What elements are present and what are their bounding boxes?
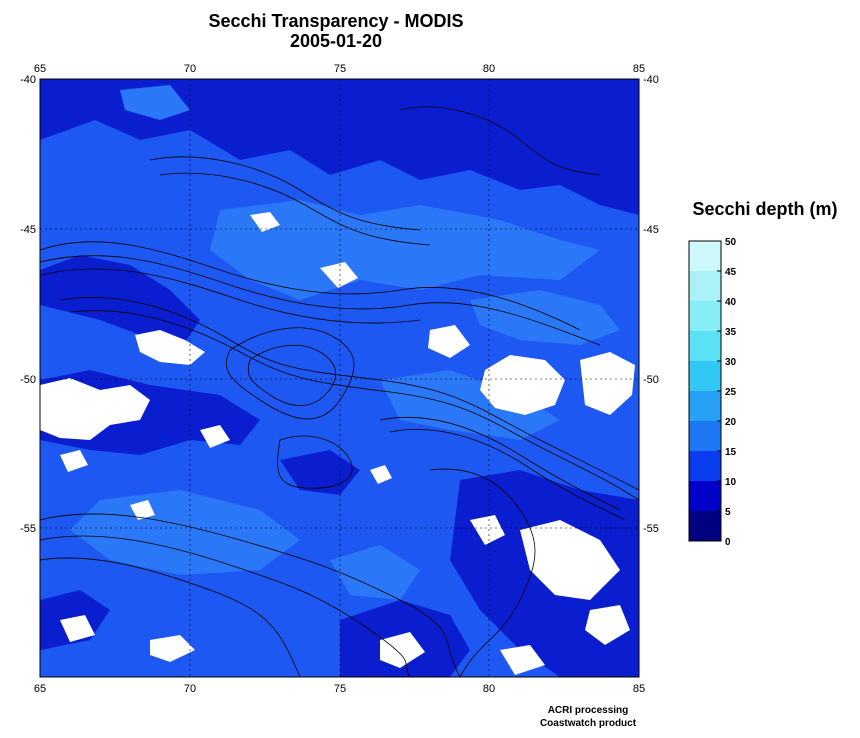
colorbar (689, 241, 721, 541)
tick-label: 80 (483, 63, 495, 75)
colorbar-segment (689, 421, 721, 451)
tick-label: -40 (20, 74, 36, 86)
credit-product: Coastwatch product (540, 718, 637, 729)
top-axis-ticks: 65 70 75 80 85 (34, 63, 645, 75)
colorbar-segment (689, 271, 721, 301)
map-title: Secchi Transparency - MODIS (208, 11, 464, 31)
tick-label: -40 (643, 74, 659, 86)
colorbar-tick-label: 15 (725, 447, 737, 458)
tick-label: 85 (633, 683, 645, 695)
tick-label: -50 (643, 374, 659, 386)
colorbar-tick-label: 30 (725, 357, 737, 368)
colorbar-tick-label: 50 (725, 237, 737, 248)
tick-label: 65 (34, 63, 46, 75)
colorbar-tick-label: 5 (725, 507, 731, 518)
cloud-masked-areas (40, 212, 635, 675)
colorbar-segment (689, 481, 721, 511)
map-plot-area (39, 78, 640, 678)
colorbar-segment (689, 391, 721, 421)
tick-label: 85 (633, 63, 645, 75)
colorbar-segment (689, 301, 721, 331)
colorbar-segment (689, 451, 721, 481)
tick-label: -45 (20, 224, 36, 236)
right-axis-ticks: -40 -45 -50 -55 (643, 74, 659, 535)
credit-processing: ACRI processing (548, 705, 629, 716)
tick-label: 80 (483, 683, 495, 695)
colorbar-tick-label: 10 (725, 477, 737, 488)
tick-label: 70 (184, 63, 196, 75)
colorbar-segment (689, 511, 721, 541)
colorbar-tick-label: 25 (725, 387, 737, 398)
colorbar-segment (689, 361, 721, 391)
colorbar-tick-label: 40 (725, 297, 737, 308)
left-axis-ticks: -40 -45 -50 -55 (20, 74, 36, 535)
colorbar-title: Secchi depth (m) (692, 199, 837, 219)
bottom-axis-ticks: 65 70 75 80 85 (34, 683, 645, 695)
map-frame (39, 78, 640, 678)
bathymetry-contours (39, 106, 640, 678)
tick-label: -55 (20, 523, 36, 535)
colorbar-segment (689, 241, 721, 271)
map-date: 2005-01-20 (289, 31, 383, 51)
tick-label: 70 (184, 683, 196, 695)
tick-label: 75 (334, 683, 346, 695)
colorbar-tick-label: 20 (725, 417, 737, 428)
tick-label: -50 (20, 374, 36, 386)
colorbar-tick-label: 45 (725, 267, 737, 278)
tick-label: 75 (334, 63, 346, 75)
colorbar-segment (689, 331, 721, 361)
tick-label: -55 (643, 523, 659, 535)
colorbar-tick-label: 0 (725, 537, 731, 548)
tick-label: -45 (643, 224, 659, 236)
tick-label: 65 (34, 683, 46, 695)
colorbar-tick-label: 35 (725, 327, 737, 338)
shallow-water-regions (70, 85, 620, 600)
